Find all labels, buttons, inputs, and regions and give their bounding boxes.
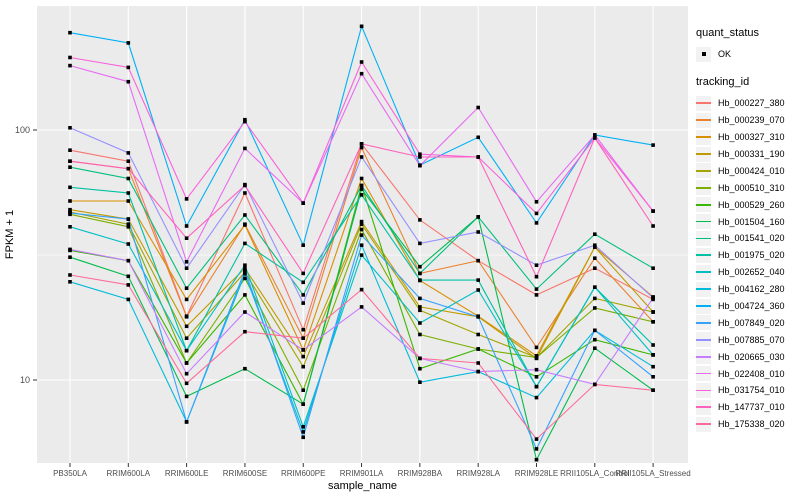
legend-entry: Hb_000529_260 [696,196,800,213]
legend-title-tracking-id: tracking_id [696,75,750,88]
legend-entry: Hb_004162_280 [696,281,800,298]
legend-label: Hb_175338_020 [718,419,785,430]
ok-point-icon [696,46,711,62]
legend-label: Hb_000510_310 [718,182,785,193]
axis-ticks [33,129,654,467]
legend-entry: Hb_002652_040 [696,264,800,281]
legend-entry: Hb_000239_070 [696,112,800,129]
series-line-icon [696,366,711,382]
legend-entry: Hb_000510_310 [696,179,800,196]
series-line-icon [696,332,711,348]
series-line-icon [696,382,711,398]
y-tick-labels: 100 10 [15,125,30,385]
legend-entry: Hb_175338_020 [696,416,800,433]
legend-entry: Hb_004724_360 [696,298,800,315]
legend-label: Hb_004162_280 [718,284,785,295]
legend-entry-ok: OK [696,46,800,63]
series-line-icon [696,315,711,331]
legend-entry: Hb_007885_070 [696,331,800,348]
svg-text:PB350LA: PB350LA [53,469,87,478]
svg-text:100: 100 [15,125,30,135]
series-line-icon [696,399,711,415]
legend: quant_status OK tracking_id Hb_000227_38… [696,27,800,433]
legend-entry: Hb_001541_020 [696,230,800,247]
series-line-icon [696,95,711,111]
series-line-icon [696,112,711,128]
legend-label: Hb_007885_070 [718,334,785,345]
series-line-icon [696,281,711,297]
series-line-icon [696,264,711,280]
legend-label: Hb_000327_310 [718,132,785,143]
legend-entry: Hb_022408_010 [696,365,800,382]
svg-text:RRIM600SE: RRIM600SE [223,469,267,478]
legend-label: Hb_000529_260 [718,199,785,210]
legend-entry: Hb_001975_020 [696,247,800,264]
legend-label: Hb_007849_020 [718,317,785,328]
legend-entry: Hb_000227_380 [696,95,800,112]
series-line-icon [696,247,711,263]
legend-label: Hb_020665_030 [718,351,785,362]
legend-entry: Hb_000424_010 [696,162,800,179]
legend-label: Hb_001541_020 [718,233,785,244]
svg-text:RRII105LA_Stressed: RRII105LA_Stressed [616,469,691,478]
series-line-icon [696,129,711,145]
legend-entry: Hb_031754_010 [696,382,800,399]
y-axis-title: FPKM + 1 [4,210,16,259]
legend-entry: Hb_007849_020 [696,314,800,331]
series-line-icon [696,298,711,314]
legend-label: Hb_001504_160 [718,216,785,227]
legend-label: Hb_147737_010 [718,402,785,413]
legend-entry: Hb_020665_030 [696,348,800,365]
svg-text:RRIM928LA: RRIM928LA [456,469,500,478]
svg-text:10: 10 [20,375,30,385]
legend-entry: Hb_147737_010 [696,399,800,416]
svg-text:RRIM928LE: RRIM928LE [515,469,559,478]
legend-label: Hb_031754_010 [718,385,785,396]
legend-entry: Hb_001504_160 [696,213,800,230]
series-line-icon [696,146,711,162]
svg-text:RRIM901LA: RRIM901LA [340,469,384,478]
svg-text:RRIM600PE: RRIM600PE [281,469,325,478]
legend-label: OK [718,49,732,60]
series-line-icon [696,180,711,196]
series-line-icon [696,163,711,179]
legend-entry: Hb_000327_310 [696,129,800,146]
svg-text:RRIM600LE: RRIM600LE [165,469,209,478]
legend-label: Hb_000239_070 [718,115,785,126]
legend-label: Hb_002652_040 [718,267,785,278]
series-line-icon [696,230,711,246]
legend-label: Hb_000331_190 [718,149,785,159]
legend-tracking-entries: Hb_000227_380 Hb_000239_070 Hb_000327_310 H… [696,95,800,433]
legend-label: Hb_000424_010 [718,165,785,176]
legend-title-quant-status: quant_status [696,27,759,39]
legend-label: Hb_004724_360 [718,301,785,312]
svg-text:RRIM600LA: RRIM600LA [107,469,151,478]
x-tick-labels: PB350LA RRIM600LA RRIM600LE RRIM600SE RRIM60… [53,469,691,478]
svg-text:RRII105LA_Control: RRII105LA_Control [560,469,630,478]
svg-text:RRIM928BA: RRIM928BA [398,469,443,478]
series-line-icon [696,197,711,213]
series-line-icon [696,416,711,432]
legend-entry: Hb_000331_190 [696,146,800,163]
data-points [68,24,655,462]
series-line-icon [696,349,711,365]
legend-label: Hb_000227_380 [718,98,785,109]
x-axis-title: sample_name [328,480,397,492]
grid-major [37,6,688,463]
series-line-icon [696,214,711,230]
legend-label: Hb_001975_020 [718,250,785,261]
legend-label: Hb_022408_010 [718,368,785,379]
